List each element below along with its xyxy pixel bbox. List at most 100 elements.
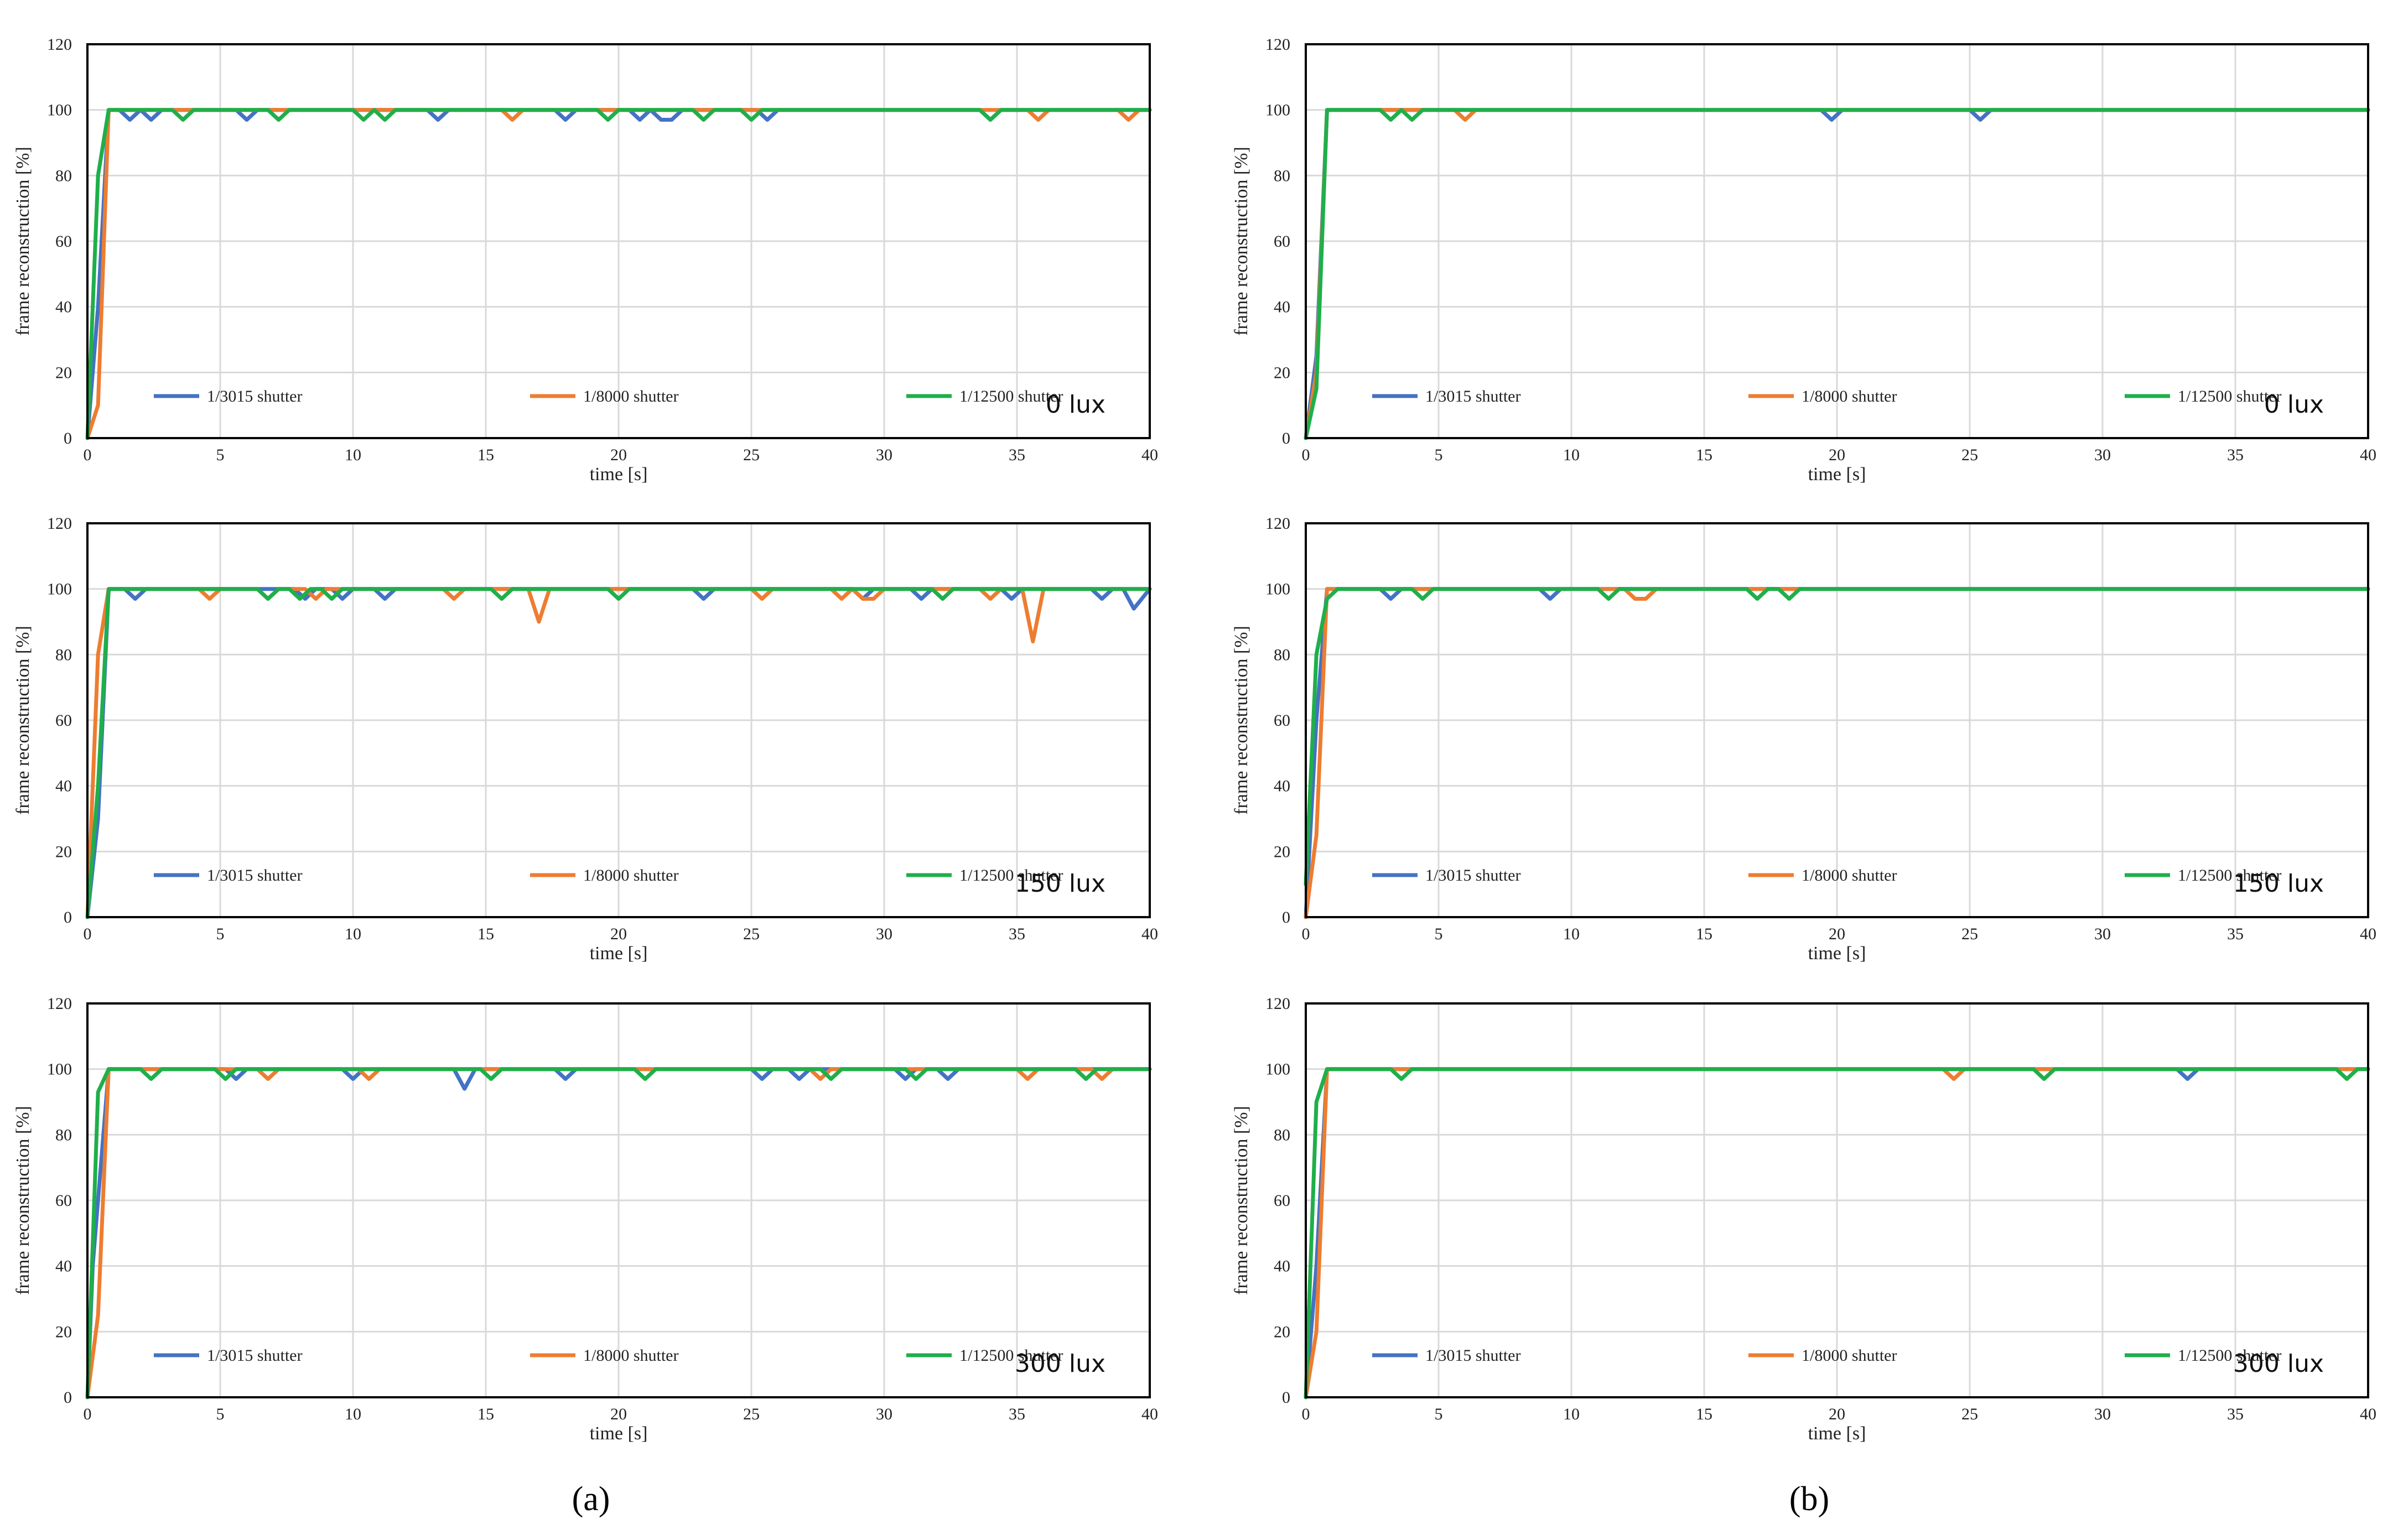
y-tick-label: 20 [1274,363,1290,382]
y-tick-label: 60 [55,711,72,730]
y-tick-label: 120 [47,514,72,533]
x-tick-label: 10 [345,1405,361,1423]
x-tick-label: 40 [2360,1405,2376,1423]
panel-label-b: (b) [1789,1480,1829,1518]
legend-label-1: 1/3015 shutter [1425,866,1521,885]
y-tick-label: 40 [55,298,72,316]
x-tick-label: 35 [1009,446,1025,464]
legend-label-3: 1/12500 shutter [2178,1346,2282,1365]
series-line-3 [85,1067,1152,1399]
y-axis-label: frame reconstruction [%] [1231,147,1252,336]
condition-label: 150 lux [1015,870,1105,898]
chart-panel-a-0: 0 5 10 15 20 25 30 35 40 0 20 40 60 80 100 120 time [s] f… [13,35,1158,485]
y-tick-label: 60 [1274,711,1290,730]
x-tick-label: 20 [1829,1405,1845,1423]
legend-label-2: 1/8000 shutter [583,866,679,885]
y-tick-label: 120 [47,995,72,1013]
condition-label: 0 lux [1046,391,1105,419]
legend-label-3: 1/12500 shutter [959,387,1063,405]
x-tick-label: 20 [610,446,627,464]
x-tick-label: 30 [2094,925,2111,943]
x-axis-label: time [s] [1808,1423,1866,1444]
x-axis-label: time [s] [590,464,648,485]
legend-label-1: 1/3015 shutter [207,1346,303,1365]
condition-label: 150 lux [2233,870,2324,898]
y-tick-label: 80 [1274,1126,1290,1144]
y-tick-label: 20 [55,1323,72,1341]
x-tick-label: 15 [1696,1405,1712,1423]
plot-frame [1305,43,2369,439]
y-tick-label: 100 [47,580,72,599]
series-line-3 [1304,587,2370,887]
y-tick-label: 0 [1282,908,1290,927]
plot-frame [1305,1002,2369,1398]
x-tick-label: 0 [1302,925,1310,943]
x-tick-label: 25 [1961,446,1978,464]
x-tick-label: 15 [1696,925,1712,943]
x-tick-label: 30 [876,925,892,943]
y-tick-label: 20 [1274,1323,1290,1341]
y-tick-label: 60 [55,232,72,251]
legend-label-3: 1/12500 shutter [959,866,1063,885]
legend-label-1: 1/3015 shutter [1425,387,1521,405]
y-tick-label: 100 [1265,101,1290,119]
x-tick-label: 15 [1696,446,1712,464]
y-tick-label: 120 [1265,995,1290,1013]
x-tick-label: 20 [1829,925,1845,943]
plot-frame [1305,522,2369,918]
y-tick-label: 0 [1282,429,1290,448]
x-tick-label: 35 [2227,446,2244,464]
series-line-2 [1304,587,2370,919]
y-tick-label: 80 [55,1126,72,1144]
series-line-3 [85,587,1152,919]
y-axis-label: frame reconstruction [%] [13,147,33,336]
condition-label: 300 lux [1015,1350,1105,1378]
y-axis-label: frame reconstruction [%] [13,1106,33,1295]
legend-label-3: 1/12500 shutter [2178,387,2282,405]
y-tick-label: 40 [55,1257,72,1276]
x-tick-label: 35 [2227,925,2244,943]
legend-label-3: 1/12500 shutter [959,1346,1063,1365]
legend-label-2: 1/8000 shutter [1802,387,1897,405]
legend-label-1: 1/3015 shutter [207,866,303,885]
legend-label-2: 1/8000 shutter [583,1346,679,1365]
y-tick-label: 20 [1274,842,1290,861]
x-tick-label: 30 [876,446,892,464]
x-tick-label: 35 [2227,1405,2244,1423]
y-tick-label: 80 [1274,167,1290,185]
chart-panel-b-1: 0 5 10 15 20 25 30 35 40 0 20 40 60 80 100 120 time [s] f… [1231,514,2376,964]
x-tick-label: 15 [477,446,494,464]
y-tick-label: 0 [64,429,72,448]
y-tick-label: 40 [1274,777,1290,795]
x-tick-label: 0 [84,925,92,943]
y-tick-label: 120 [1265,514,1290,533]
y-tick-label: 20 [55,363,72,382]
plot-frame [86,43,1151,439]
y-tick-label: 120 [47,35,72,54]
x-tick-label: 25 [743,925,760,943]
x-tick-label: 5 [1435,446,1443,464]
x-tick-label: 25 [1961,1405,1978,1423]
x-tick-label: 5 [216,1405,225,1423]
x-tick-label: 20 [610,925,627,943]
y-tick-label: 120 [1265,35,1290,54]
y-tick-label: 60 [55,1192,72,1210]
y-axis-label: frame reconstruction [%] [1231,626,1252,815]
condition-label: 300 lux [2233,1350,2324,1378]
x-tick-label: 5 [216,446,225,464]
x-tick-label: 10 [1563,925,1580,943]
x-axis-label: time [s] [590,1423,648,1444]
x-tick-label: 40 [1141,925,1158,943]
x-tick-label: 5 [1435,1405,1443,1423]
legend-label-2: 1/8000 shutter [583,387,679,405]
legend-label-2: 1/8000 shutter [1802,1346,1897,1365]
x-tick-label: 25 [743,1405,760,1423]
x-tick-label: 30 [876,1405,892,1423]
y-tick-label: 60 [1274,232,1290,251]
plot-frame [86,522,1151,918]
x-tick-label: 20 [1829,446,1845,464]
chart-panel-b-0: 0 5 10 15 20 25 30 35 40 0 20 40 60 80 100 120 time [s] f… [1231,35,2376,485]
y-tick-label: 0 [1282,1388,1290,1407]
x-tick-label: 5 [216,925,225,943]
